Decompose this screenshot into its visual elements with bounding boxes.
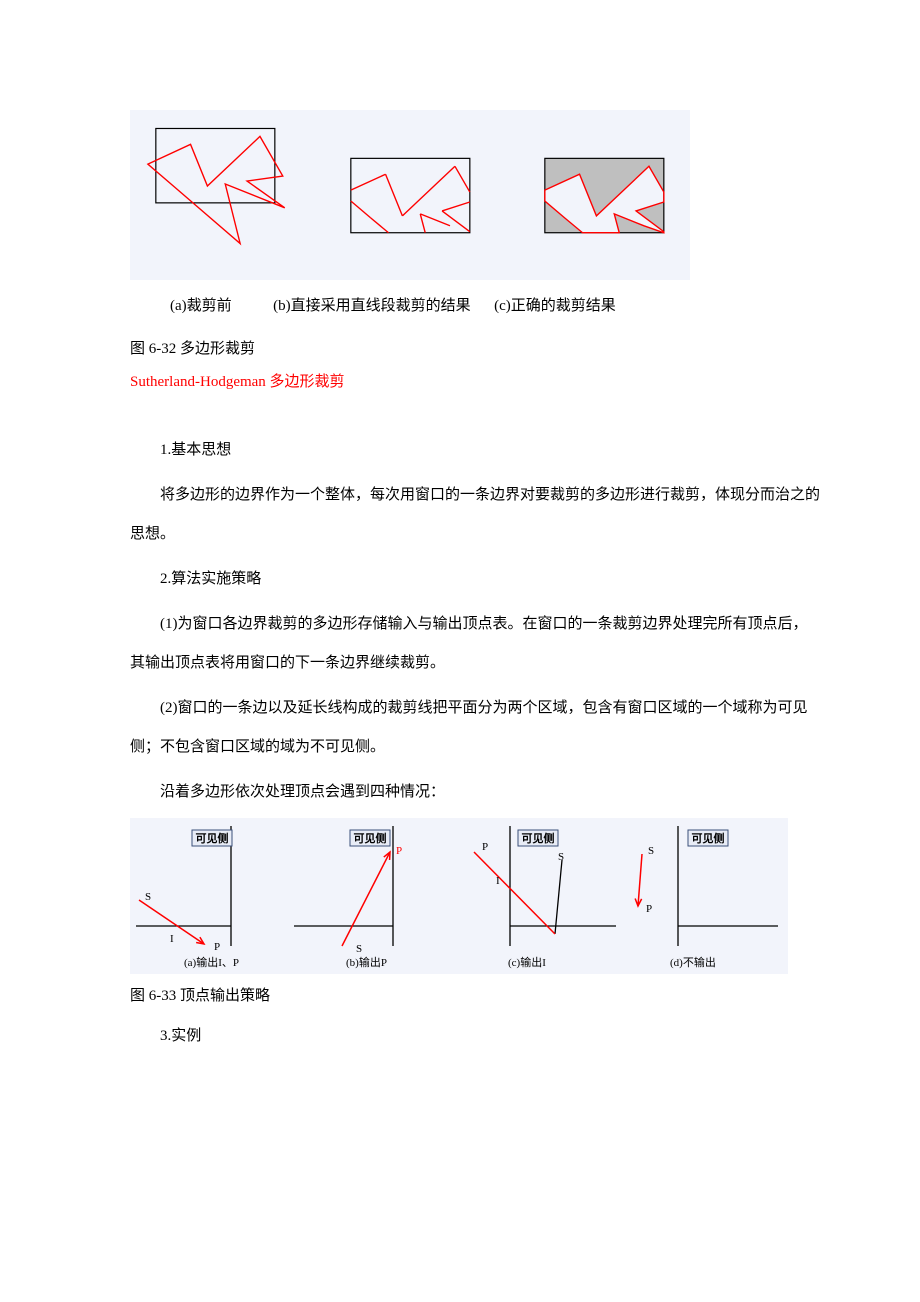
- svg-text:P: P: [214, 941, 220, 953]
- svg-text:(b)输出P: (b)输出P: [346, 955, 387, 969]
- subheading-sutherland: Sutherland-Hodgeman 多边形裁剪: [130, 370, 820, 391]
- fig632-c-svg: [525, 146, 684, 256]
- svg-text:I: I: [496, 875, 500, 887]
- fig632-caption-b: (b)直接采用直线段裁剪的结果: [273, 294, 471, 315]
- svg-text:S: S: [648, 845, 654, 857]
- figure-6-33-panel: 可见侧SIP(a)输出I、P可见侧SP(b)输出P可见侧PIS(c)输出I可见侧…: [130, 818, 788, 974]
- para-1: 1.基本思想: [130, 431, 820, 470]
- fig633-title: 图 6-33 顶点输出策略: [130, 984, 820, 1005]
- svg-text:可见侧: 可见侧: [522, 831, 555, 845]
- figure-6-32-panel: [130, 110, 690, 280]
- para-6: 沿着多边形依次处理顶点会遇到四种情况：: [130, 773, 820, 812]
- svg-text:P: P: [646, 903, 652, 915]
- svg-text:(a)输出I、P: (a)输出I、P: [184, 955, 239, 969]
- fig632-caption-c: (c)正确的裁剪结果: [494, 294, 616, 315]
- svg-text:(c)输出I: (c)输出I: [508, 955, 546, 969]
- svg-text:可见侧: 可见侧: [196, 831, 229, 845]
- figure-6-32-row: [130, 110, 690, 280]
- svg-text:可见侧: 可见侧: [354, 831, 387, 845]
- fig632-title: 图 6-32 多边形裁剪: [130, 337, 820, 358]
- document-page: (a)裁剪前 (b)直接采用直线段裁剪的结果 (c)正确的裁剪结果 图 6-32…: [0, 0, 920, 1182]
- fig632-captions: (a)裁剪前 (b)直接采用直线段裁剪的结果 (c)正确的裁剪结果: [130, 294, 820, 315]
- para-5: (2)窗口的一条边以及延长线构成的裁剪线把平面分为两个区域，包含有窗口区域的一个…: [130, 689, 820, 767]
- svg-text:S: S: [356, 943, 362, 955]
- svg-text:可见侧: 可见侧: [692, 831, 725, 845]
- svg-text:S: S: [558, 851, 564, 863]
- para-2: 将多边形的边界作为一个整体，每次用窗口的一条边界对要裁剪的多边形进行裁剪，体现分…: [130, 476, 820, 554]
- fig632-b-svg: [331, 146, 490, 256]
- para-4: (1)为窗口各边界裁剪的多边形存储输入与输出顶点表。在窗口的一条裁剪边界处理完所…: [130, 605, 820, 683]
- svg-text:P: P: [482, 841, 488, 853]
- fig633-svg: 可见侧SIP(a)输出I、P可见侧SP(b)输出P可见侧PIS(c)输出I可见侧…: [132, 822, 782, 972]
- para-3: 2.算法实施策略: [130, 560, 820, 599]
- svg-text:S: S: [145, 891, 151, 903]
- svg-text:I: I: [170, 933, 174, 945]
- svg-text:(d)不输出: (d)不输出: [670, 955, 716, 969]
- fig632-a-svg: [136, 116, 295, 256]
- svg-text:P: P: [396, 845, 402, 857]
- para-tail: 3.实例: [130, 1017, 820, 1056]
- fig632-caption-a: (a)裁剪前: [170, 294, 232, 315]
